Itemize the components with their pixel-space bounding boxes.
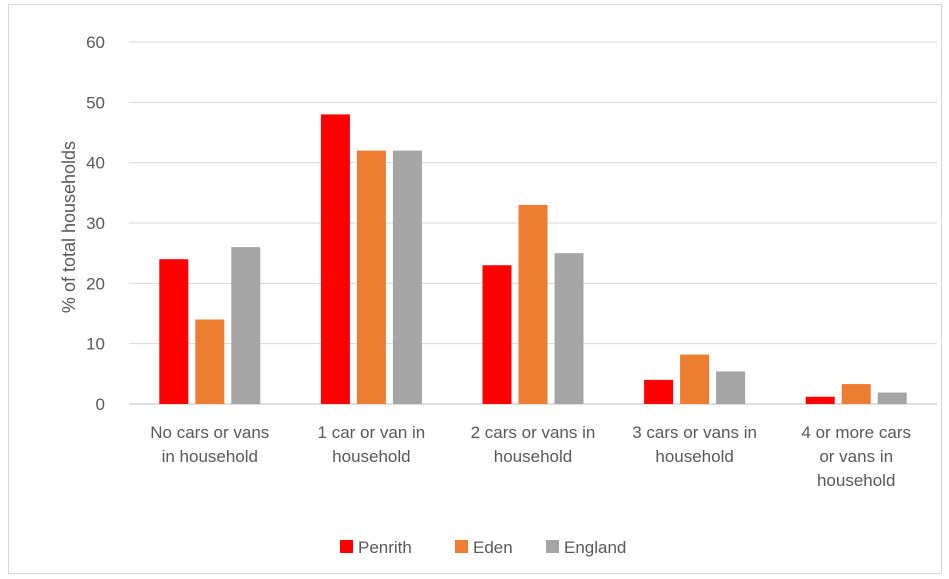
legend: Penrith Eden England xyxy=(340,538,626,557)
x-axis-ticks: No cars or vans in household 1 car or van … xyxy=(150,423,911,490)
bar-eden xyxy=(195,319,225,404)
y-tick-label: 40 xyxy=(86,154,105,173)
bar-england xyxy=(554,253,584,404)
y-tick-label: 50 xyxy=(86,93,105,112)
legend-swatch-england xyxy=(546,540,559,553)
bar-england xyxy=(877,392,907,404)
bar-penrith xyxy=(320,114,350,405)
bar-england xyxy=(231,247,261,404)
y-axis-ticks: 0 10 20 30 40 50 60 xyxy=(86,33,105,414)
bar-eden xyxy=(518,204,548,404)
y-axis-label: % of total households xyxy=(59,141,79,313)
y-tick-label: 0 xyxy=(96,395,105,414)
bar-eden xyxy=(356,150,386,404)
legend-label-england: England xyxy=(564,538,626,557)
y-tick-label: 30 xyxy=(86,214,105,233)
bars xyxy=(159,114,907,405)
x-tick-label: 1 car or van in household xyxy=(318,423,426,466)
bar-england xyxy=(392,150,422,404)
x-tick-label: No cars or vans in household xyxy=(150,423,269,466)
bar-penrith xyxy=(644,379,674,404)
x-tick-label: 4 or more cars or vans in household xyxy=(801,423,911,490)
x-tick-label: 2 cars or vans in household xyxy=(471,423,596,466)
bar-england xyxy=(716,371,746,404)
x-tick-label: 3 cars or vans in household xyxy=(632,423,757,466)
bar-chart: 0 10 20 30 40 50 60 % of total households No c… xyxy=(59,33,937,557)
bar-penrith xyxy=(482,265,512,404)
y-tick-label: 60 xyxy=(86,33,105,52)
legend-swatch-eden xyxy=(455,540,468,553)
chart-frame: 0 10 20 30 40 50 60 % of total households No c… xyxy=(8,4,942,574)
bar-eden xyxy=(841,384,871,404)
bar-eden xyxy=(680,354,710,404)
bar-penrith xyxy=(805,396,835,404)
y-tick-label: 20 xyxy=(86,274,105,293)
bar-penrith xyxy=(159,259,189,404)
legend-swatch-penrith xyxy=(340,540,353,553)
y-tick-label: 10 xyxy=(86,335,105,354)
legend-label-penrith: Penrith xyxy=(358,538,412,557)
legend-label-eden: Eden xyxy=(473,538,513,557)
